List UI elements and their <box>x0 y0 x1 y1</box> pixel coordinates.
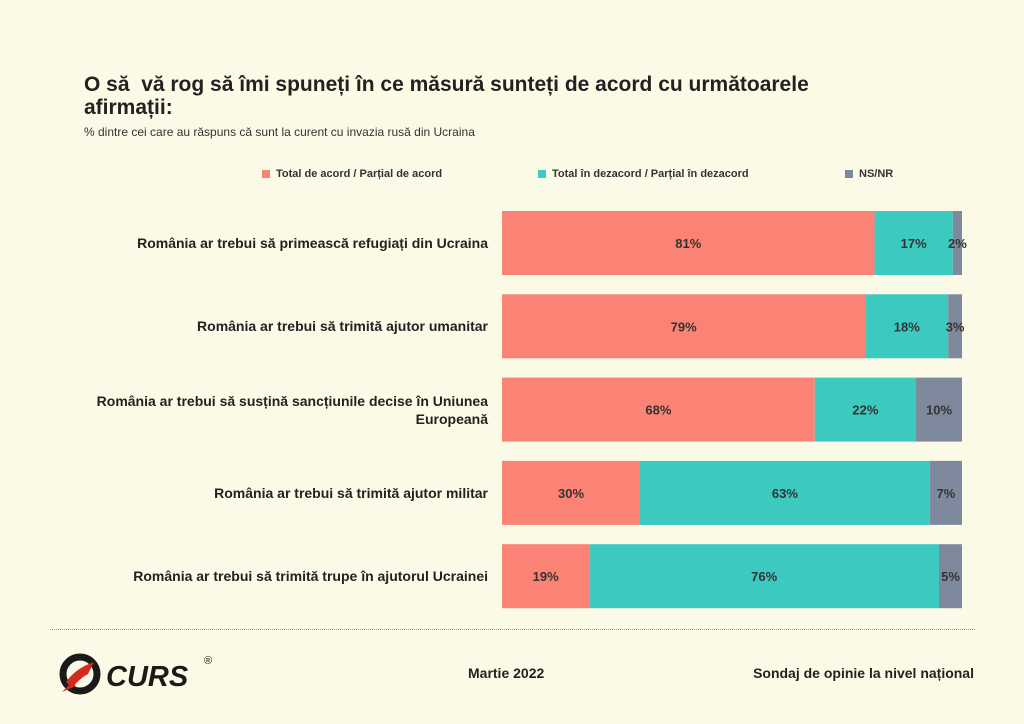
bar-segment <box>814 377 916 442</box>
footer-source: Sondaj de opinie la nivel național <box>753 665 974 681</box>
legend-item: NS/NR <box>845 168 893 180</box>
bar-segment <box>502 211 875 275</box>
category-label: România ar trebui să trimită trupe în aj… <box>133 568 488 585</box>
data-label: 76% <box>751 569 777 584</box>
legend-item: Total de acord / Parțial de acord <box>262 168 442 180</box>
legend-label: NS/NR <box>859 168 894 180</box>
stacked-bar-chart: 81% 17% 2% 79% 18% 3% 68% 22% 10% 30% 63% 7% 19% 76% 5… <box>502 211 967 609</box>
data-label: 2% <box>948 236 967 251</box>
category-label: România ar trebui să primească refugiați… <box>137 235 488 251</box>
bar-segment <box>640 460 930 525</box>
logo-text: CURS <box>106 661 189 693</box>
legend-swatch <box>538 170 546 178</box>
category-label: România ar trebui să susțină sancțiunile… <box>96 392 488 427</box>
curs-logo: CURS ® <box>59 653 212 695</box>
data-label: 19% <box>533 569 559 584</box>
bar-segment <box>502 544 590 609</box>
data-label: 81% <box>675 236 701 251</box>
data-label: 17% <box>901 236 927 251</box>
data-label: 30% <box>558 486 584 501</box>
bar-segment <box>502 294 866 359</box>
footer-divider <box>50 629 975 630</box>
data-label: 5% <box>941 569 960 584</box>
data-label: 3% <box>946 319 965 334</box>
chart-title: O să vă rog să îmi spuneți în ce măsură … <box>84 73 809 119</box>
legend-swatch <box>845 170 853 178</box>
bar-segment <box>865 294 949 359</box>
category-label: România ar trebui să trimită ajutor uman… <box>197 318 488 335</box>
category-label: România ar trebui să trimită ajutor mili… <box>214 484 488 501</box>
bar-segment <box>929 460 962 525</box>
chart-subtitle: % dintre cei care au răspuns că sunt la … <box>84 125 475 139</box>
data-label: 22% <box>852 403 878 418</box>
bar-segment <box>874 211 953 275</box>
legend-item: Total în dezacord / Parțial în dezacord <box>538 168 749 180</box>
legend-label: Total de acord / Parțial de acord <box>276 168 443 180</box>
bar-segment <box>916 377 962 442</box>
data-label: 63% <box>772 486 798 501</box>
data-label: 68% <box>645 403 671 418</box>
data-label: 10% <box>926 403 952 418</box>
legend-swatch <box>262 170 270 178</box>
logo-emblem-icon <box>59 653 101 695</box>
bar-segment <box>502 377 815 442</box>
bar-segment <box>948 294 962 359</box>
bar-segment <box>589 544 939 609</box>
chart-legend: Total de acord / Parțial de acord Total î… <box>0 168 1024 184</box>
footer-date: Martie 2022 <box>468 665 545 681</box>
legend-label: Total în dezacord / Parțial în dezacord <box>552 168 749 180</box>
registered-mark: ® <box>204 655 212 667</box>
bar-segment <box>952 211 962 275</box>
data-label: 18% <box>894 319 920 334</box>
bar-segment <box>502 460 640 525</box>
bar-segment <box>939 544 962 609</box>
data-label: 79% <box>671 319 697 334</box>
data-label: 7% <box>937 486 956 501</box>
